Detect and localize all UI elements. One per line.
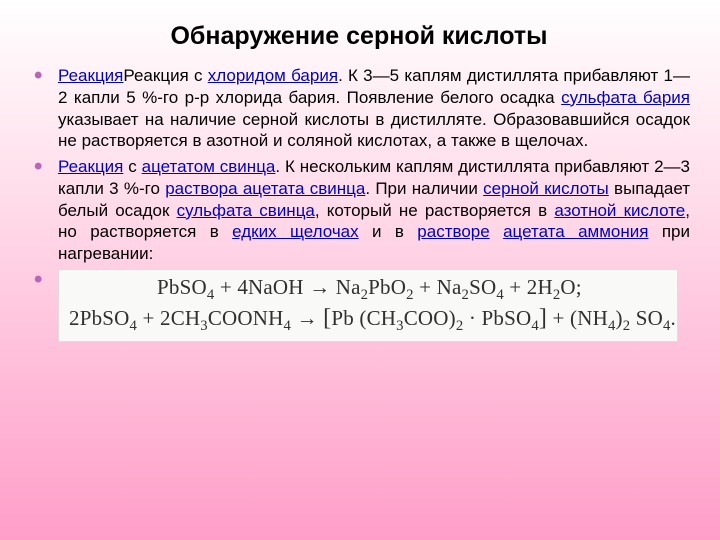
formula-line-1: PbSO4 + 4NaOH → Na2PbO2 + Na2SO4 + 2H2O; (67, 274, 669, 303)
formula-box: PbSO4 + 4NaOH → Na2PbO2 + Na2SO4 + 2H2O;… (58, 269, 678, 343)
link-lead-acetate-solution[interactable]: раствора ацетата свинца (165, 179, 365, 198)
text: , который не растворяется в (315, 201, 554, 220)
link-reaction-2[interactable]: Реакция (58, 157, 123, 176)
text: Реакция с (123, 66, 207, 85)
link-barium-sulfate[interactable]: сульфата бария (561, 88, 690, 107)
link-alkalis[interactable]: едких щелочах (232, 222, 359, 241)
link-sulfuric-acid[interactable]: серной кислоты (483, 179, 609, 198)
link-lead-sulfate[interactable]: сульфата свинца (177, 201, 315, 220)
link-barium-chloride[interactable]: хлоридом бария (208, 66, 338, 85)
link-reaction-1[interactable]: Реакция (58, 66, 123, 85)
text: указывает на наличие серной кислоты в ди… (58, 110, 690, 151)
bullet-item-3: PbSO4 + 4NaOH → Na2PbO2 + Na2SO4 + 2H2O;… (28, 269, 690, 343)
link-nitric-acid[interactable]: азотной кислоте (554, 201, 685, 220)
slide-title: Обнаружение серной кислоты (28, 22, 690, 51)
bullet-item-2: Реакция с ацетатом свинца. К нескольким … (28, 156, 690, 265)
link-solution[interactable]: растворе (417, 222, 489, 241)
slide: Обнаружение серной кислоты РеакцияРеакци… (0, 0, 720, 540)
text: с (123, 157, 141, 176)
text: и в (359, 222, 418, 241)
text: . При наличии (365, 179, 483, 198)
formula-line-2: 2PbSO4 + 2CH3COONH4 → [Pb (CH3COO)2 · Pb… (67, 303, 669, 336)
text (490, 222, 503, 241)
link-ammonium-acetate[interactable]: ацетата аммония (503, 222, 648, 241)
bullet-list: РеакцияРеакция с хлоридом бария. К 3—5 к… (28, 65, 690, 342)
bullet-item-1: РеакцияРеакция с хлоридом бария. К 3—5 к… (28, 65, 690, 152)
link-lead-acetate[interactable]: ацетатом свинца (142, 157, 276, 176)
